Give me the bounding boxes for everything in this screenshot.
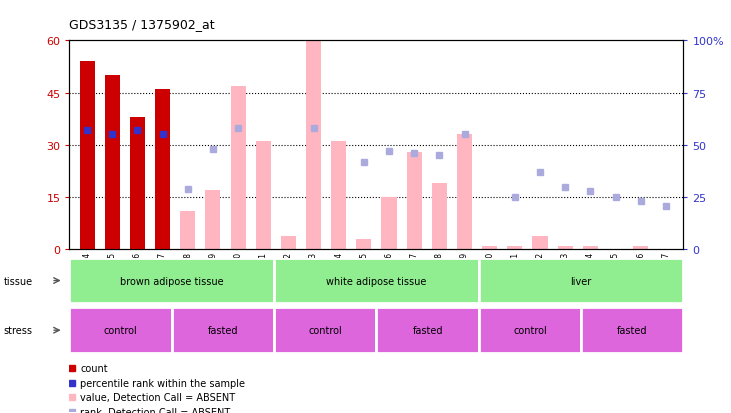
Text: percentile rank within the sample: percentile rank within the sample bbox=[80, 378, 245, 388]
Text: fasted: fasted bbox=[412, 325, 443, 335]
Text: control: control bbox=[308, 325, 342, 335]
Bar bbox=[507, 247, 523, 250]
Text: GDS3135 / 1375902_at: GDS3135 / 1375902_at bbox=[69, 18, 215, 31]
Text: fasted: fasted bbox=[617, 325, 648, 335]
Bar bbox=[376, 308, 479, 353]
Bar bbox=[281, 236, 296, 250]
Bar bbox=[356, 240, 371, 250]
Bar bbox=[583, 247, 598, 250]
Bar bbox=[331, 142, 346, 250]
Text: brown adipose tissue: brown adipose tissue bbox=[120, 276, 224, 286]
Bar bbox=[274, 258, 479, 304]
Bar bbox=[69, 308, 172, 353]
Bar bbox=[69, 258, 274, 304]
Bar bbox=[274, 308, 376, 353]
Bar bbox=[205, 191, 221, 250]
Bar bbox=[457, 135, 472, 250]
Bar bbox=[306, 41, 321, 250]
Text: liver: liver bbox=[570, 276, 592, 286]
Bar bbox=[155, 90, 170, 250]
Bar bbox=[180, 211, 195, 250]
Bar bbox=[130, 118, 145, 250]
Bar bbox=[633, 247, 648, 250]
Bar bbox=[172, 308, 274, 353]
Bar bbox=[479, 258, 683, 304]
Bar bbox=[558, 247, 573, 250]
Text: count: count bbox=[80, 363, 107, 374]
Bar bbox=[105, 76, 120, 250]
Text: stress: stress bbox=[4, 325, 33, 335]
Bar bbox=[256, 142, 270, 250]
Text: control: control bbox=[104, 325, 137, 335]
Bar bbox=[382, 198, 397, 250]
Bar bbox=[482, 247, 497, 250]
Text: rank, Detection Call = ABSENT: rank, Detection Call = ABSENT bbox=[80, 407, 230, 413]
Bar bbox=[80, 62, 94, 250]
Bar bbox=[230, 86, 246, 250]
Bar bbox=[479, 308, 581, 353]
Bar bbox=[532, 236, 548, 250]
Bar bbox=[406, 152, 422, 250]
Bar bbox=[581, 308, 683, 353]
Bar bbox=[432, 184, 447, 250]
Text: value, Detection Call = ABSENT: value, Detection Call = ABSENT bbox=[80, 392, 235, 403]
Text: white adipose tissue: white adipose tissue bbox=[326, 276, 427, 286]
Text: tissue: tissue bbox=[4, 276, 33, 286]
Text: fasted: fasted bbox=[208, 325, 238, 335]
Text: control: control bbox=[513, 325, 547, 335]
